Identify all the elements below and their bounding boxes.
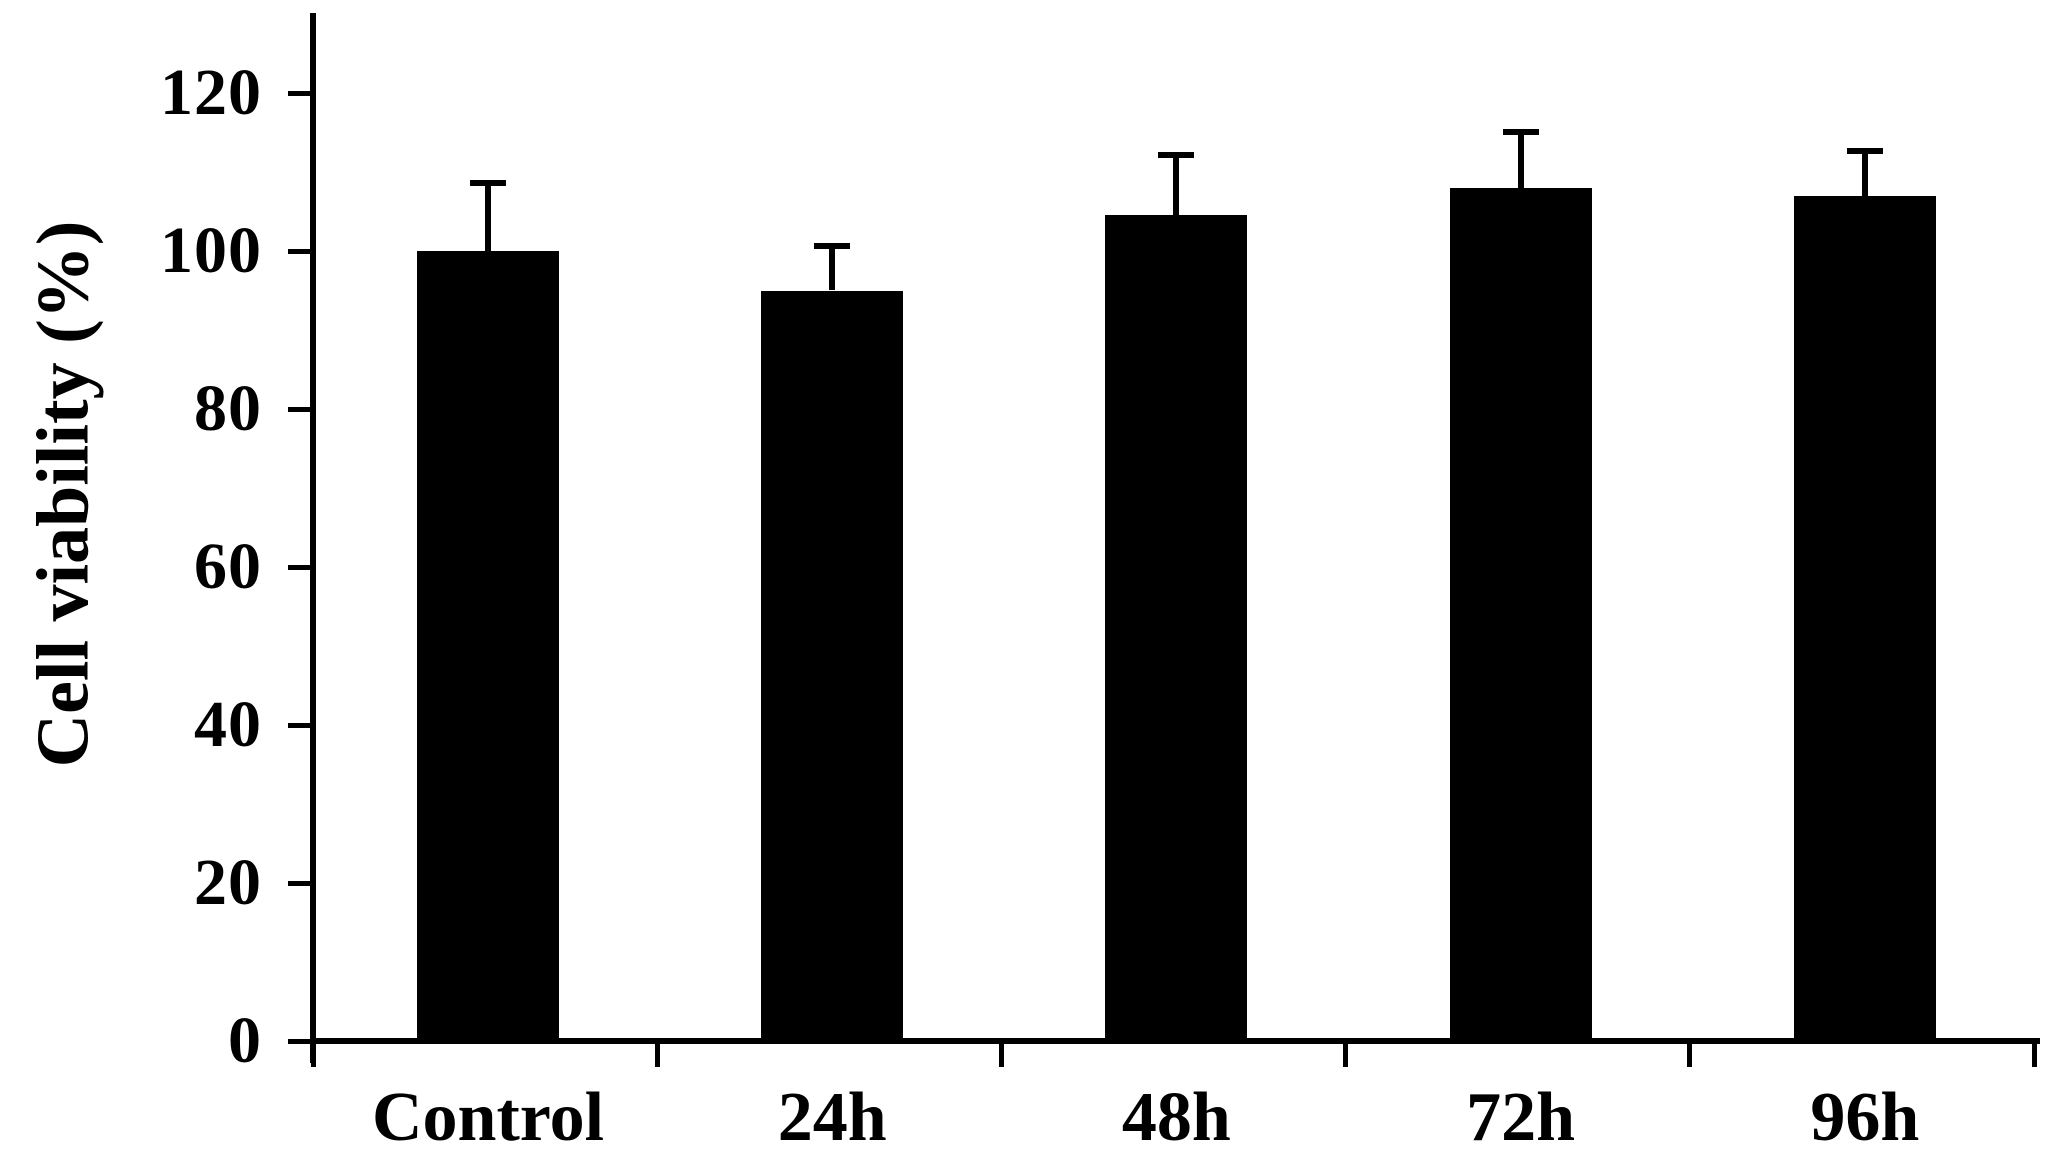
x-tick-label: 96h [1810, 1079, 1920, 1156]
error-bar-cap [1158, 152, 1195, 159]
y-tick-label: 0 [228, 1004, 262, 1077]
y-tick-mark [288, 722, 313, 728]
x-tick-label: Control [371, 1079, 605, 1156]
x-tick-label: 24h [777, 1079, 887, 1156]
bar-72h [1449, 187, 1592, 1041]
error-bar-cap [814, 243, 851, 250]
error-bar-stem [829, 243, 836, 291]
x-axis-line [310, 1038, 2040, 1044]
y-tick-mark [288, 564, 313, 570]
x-tick-mark [2031, 1041, 2037, 1067]
bar-96h [1793, 195, 1936, 1041]
y-axis-line [310, 13, 316, 1063]
error-bar-stem [1861, 148, 1868, 196]
x-tick-mark [1343, 1041, 1349, 1067]
bar-control [417, 251, 559, 1041]
error-bar-cap [1502, 128, 1539, 135]
y-tick-label: 120 [160, 56, 262, 129]
x-tick-label: 48h [1121, 1079, 1231, 1156]
y-tick-label: 20 [194, 846, 262, 919]
bar-48h [1105, 215, 1248, 1041]
error-bar-stem [1173, 152, 1180, 216]
y-tick-mark [288, 880, 313, 886]
x-tick-mark [310, 1041, 316, 1067]
error-bar-cap [1846, 148, 1883, 155]
y-tick-mark [288, 90, 313, 96]
x-tick-mark [998, 1041, 1004, 1067]
y-tick-label: 100 [160, 214, 262, 287]
y-tick-mark [288, 248, 313, 254]
x-tick-label: 72h [1466, 1079, 1576, 1156]
y-tick-label: 80 [194, 372, 262, 445]
error-bar-stem [1517, 128, 1524, 188]
bar-24h [761, 290, 904, 1041]
x-tick-mark [654, 1041, 660, 1067]
error-bar-stem [485, 179, 491, 251]
y-tick-mark [288, 406, 313, 412]
x-tick-mark [1687, 1041, 1693, 1067]
y-tick-label: 40 [194, 688, 262, 761]
y-tick-label: 60 [194, 530, 262, 603]
y-tick-mark [288, 1038, 313, 1044]
error-bar-cap [470, 179, 506, 186]
